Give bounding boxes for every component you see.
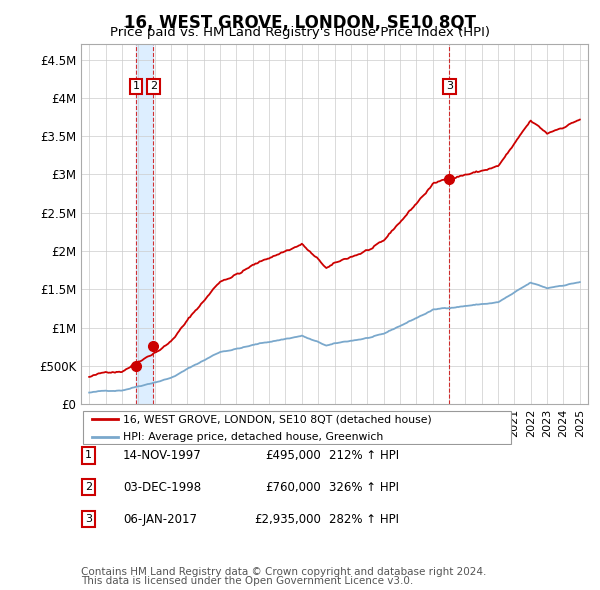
Text: This data is licensed under the Open Government Licence v3.0.: This data is licensed under the Open Gov… bbox=[81, 576, 413, 586]
Text: 1: 1 bbox=[133, 81, 140, 91]
Text: 282% ↑ HPI: 282% ↑ HPI bbox=[329, 513, 399, 526]
Text: Price paid vs. HM Land Registry's House Price Index (HPI): Price paid vs. HM Land Registry's House … bbox=[110, 26, 490, 39]
Text: 3: 3 bbox=[85, 514, 92, 524]
FancyBboxPatch shape bbox=[83, 411, 511, 444]
Text: 03-DEC-1998: 03-DEC-1998 bbox=[123, 481, 201, 494]
Text: 16, WEST GROVE, LONDON, SE10 8QT (detached house): 16, WEST GROVE, LONDON, SE10 8QT (detach… bbox=[124, 414, 432, 424]
Text: Contains HM Land Registry data © Crown copyright and database right 2024.: Contains HM Land Registry data © Crown c… bbox=[81, 567, 487, 577]
Text: £495,000: £495,000 bbox=[265, 449, 321, 462]
Bar bbox=[136, 44, 153, 404]
Text: HPI: Average price, detached house, Greenwich: HPI: Average price, detached house, Gree… bbox=[124, 432, 383, 442]
Text: 1: 1 bbox=[85, 451, 92, 460]
Text: 3: 3 bbox=[446, 81, 453, 91]
Text: 06-JAN-2017: 06-JAN-2017 bbox=[123, 513, 197, 526]
Text: 2: 2 bbox=[150, 81, 157, 91]
Text: 16, WEST GROVE, LONDON, SE10 8QT: 16, WEST GROVE, LONDON, SE10 8QT bbox=[124, 14, 476, 32]
Text: £760,000: £760,000 bbox=[265, 481, 321, 494]
Text: 212% ↑ HPI: 212% ↑ HPI bbox=[329, 449, 399, 462]
Text: £2,935,000: £2,935,000 bbox=[254, 513, 321, 526]
Text: 326% ↑ HPI: 326% ↑ HPI bbox=[329, 481, 399, 494]
Text: 14-NOV-1997: 14-NOV-1997 bbox=[123, 449, 202, 462]
Text: 2: 2 bbox=[85, 483, 92, 492]
